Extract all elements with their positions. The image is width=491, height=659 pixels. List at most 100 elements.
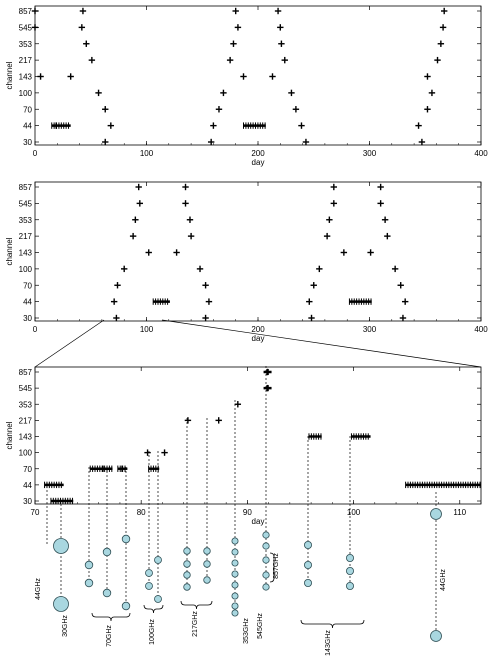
detector-circle — [345, 554, 354, 563]
point-70 — [310, 282, 317, 289]
y-tick-label: 353 — [19, 400, 33, 409]
y-tick-label: 857 — [19, 7, 33, 16]
point-353 — [326, 216, 333, 223]
point-545 — [136, 200, 144, 207]
detector-circle — [183, 560, 191, 568]
zoom-line-left — [34, 319, 105, 368]
point-217 — [323, 232, 331, 240]
y-tick-label: 545 — [19, 23, 33, 32]
point-353 — [437, 40, 445, 47]
point-857 — [232, 7, 239, 15]
point-353 — [186, 216, 194, 223]
freq-label-143GHz: 143GHz — [325, 630, 332, 656]
x-tick-label: 200 — [251, 325, 265, 334]
point-70 — [99, 465, 107, 472]
point-217 — [215, 417, 222, 424]
freq-label-545GHz: 545GHz — [257, 613, 264, 639]
point-44 — [110, 298, 118, 305]
point-857 — [330, 183, 338, 191]
y-tick-label: 44 — [23, 122, 32, 131]
x-tick-label: 400 — [474, 325, 488, 334]
point-30 — [308, 314, 315, 322]
point-30 — [399, 314, 407, 322]
detector-circle — [102, 588, 112, 598]
point-100 — [288, 89, 295, 97]
detector-circle — [154, 595, 162, 603]
point-545 — [330, 200, 338, 207]
zoom-connector-lines — [34, 319, 482, 368]
point-44 — [210, 122, 217, 129]
point-857 — [182, 183, 189, 191]
point-217 — [226, 56, 234, 64]
y-tick-label: 353 — [19, 40, 33, 49]
point-44 — [52, 122, 60, 129]
y-tick-label: 545 — [19, 199, 33, 208]
x-tick-label: 300 — [363, 325, 377, 334]
point-30 — [202, 314, 209, 322]
y-tick-label: 44 — [23, 298, 32, 307]
point-353 — [381, 216, 389, 223]
point-857 — [79, 7, 87, 15]
point-353 — [83, 40, 90, 47]
point-143 — [240, 73, 247, 80]
point-143 — [145, 249, 152, 256]
detector-circle — [84, 578, 94, 588]
point-857 — [135, 183, 142, 191]
detector-circle — [53, 538, 69, 554]
detector-circle — [262, 542, 270, 550]
point-217 — [384, 232, 391, 240]
point-44 — [415, 122, 422, 129]
point-44 — [306, 298, 313, 305]
detector-circle — [262, 583, 270, 591]
y-tick-label: 545 — [19, 384, 33, 393]
point-143 — [37, 73, 44, 80]
point-353 — [278, 40, 285, 47]
y-tick-label: 70 — [23, 465, 32, 474]
point-100 — [196, 265, 204, 273]
point-545 — [234, 24, 242, 31]
detector-circle — [430, 630, 442, 642]
zoom-line-right — [161, 319, 482, 368]
point-353 — [234, 401, 242, 408]
point-217 — [187, 232, 195, 240]
x-tick-label: 110 — [453, 508, 466, 517]
freq-label-70GHz: 70GHz — [106, 625, 113, 647]
detector-circle — [102, 547, 112, 557]
point-143 — [269, 73, 276, 80]
point-100 — [391, 265, 399, 273]
brace — [143, 604, 164, 614]
chart-panel1: 30 44 70 100 143 217 353 545 857 0 100 200 300 400 day… — [5, 5, 488, 167]
point-353 — [230, 40, 237, 47]
detector-circle — [145, 582, 153, 590]
point-70 — [102, 106, 109, 113]
point-70 — [424, 106, 431, 113]
point-70 — [292, 106, 300, 113]
x-tick-label: 200 — [251, 149, 265, 158]
detector-circle — [345, 567, 354, 576]
detector-circle — [183, 547, 191, 555]
x-tick-label: 400 — [474, 149, 488, 158]
point-545 — [377, 200, 384, 207]
y-tick-label: 30 — [23, 314, 32, 323]
y-tick-label: 217 — [19, 416, 33, 425]
point-217 — [88, 56, 96, 64]
point-143 — [173, 249, 180, 256]
detector-circle — [231, 570, 239, 578]
chart-panel2: 30 44 70 100 143 217 353 545 857 0 100 200 300 400 day… — [5, 181, 488, 343]
point-30 — [418, 138, 426, 146]
y-tick-label: 217 — [19, 232, 33, 241]
point-217 — [434, 56, 441, 64]
y-tick-label: 353 — [19, 216, 33, 225]
point-70 — [215, 106, 223, 113]
x-axis-title: day — [252, 334, 265, 343]
point-100 — [428, 89, 436, 97]
x-tick-label: 100 — [140, 325, 154, 334]
point-70 — [118, 465, 126, 472]
y-axis-title: channel — [5, 237, 14, 265]
point-857 — [31, 7, 39, 15]
y-tick-label: 44 — [23, 481, 32, 490]
freq-label-857GHz: 857GHz — [273, 553, 280, 579]
point-545 — [277, 24, 284, 31]
detector-circle — [183, 583, 191, 591]
detector-circle — [262, 556, 270, 564]
